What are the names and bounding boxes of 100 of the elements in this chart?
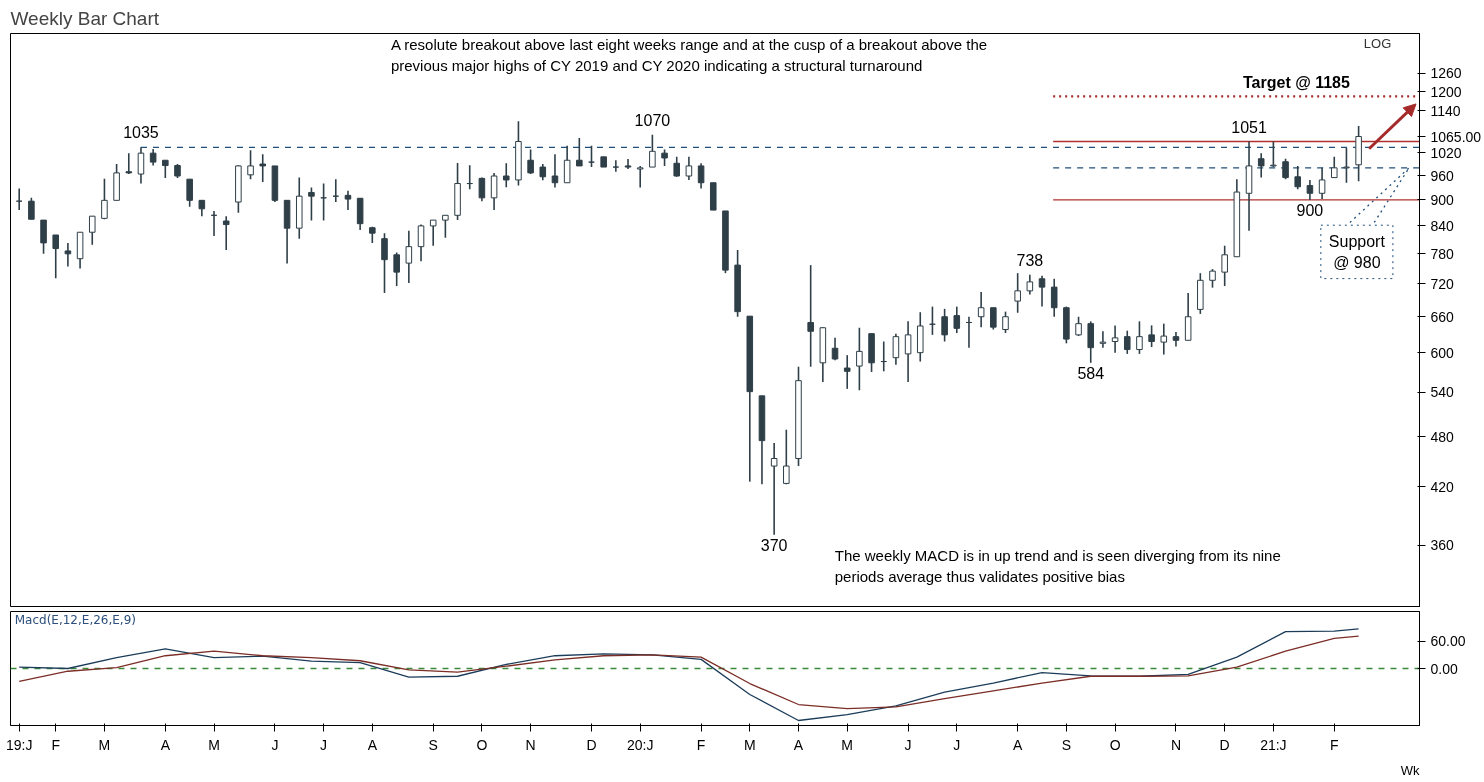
candlestick	[636, 165, 644, 189]
x-tick-label: F	[1329, 736, 1339, 753]
candlestick	[783, 428, 790, 486]
candlestick	[697, 162, 705, 190]
x-tick-label: O	[1109, 736, 1121, 753]
line-series	[18, 635, 1360, 710]
annotation: LOG	[1363, 36, 1392, 52]
candlestick	[649, 133, 656, 168]
annotation: 584	[1077, 364, 1105, 382]
candlestick	[1270, 140, 1277, 168]
candlestick	[1123, 329, 1131, 355]
x-tick-label: O	[476, 736, 488, 753]
x-tick-label: M	[208, 736, 220, 753]
candlestick	[429, 219, 437, 247]
candlestick	[64, 242, 72, 268]
candlestick	[381, 232, 388, 294]
candlestick	[1014, 272, 1021, 314]
candlestick	[1257, 152, 1265, 179]
chart-title: Weekly Bar Chart	[10, 7, 160, 29]
x-tick-label: F	[696, 736, 706, 753]
candlestick	[1221, 244, 1228, 287]
candlestick	[259, 153, 267, 183]
y-tick-label: 900	[1430, 191, 1455, 208]
candlestick	[1282, 157, 1289, 180]
candlestick	[88, 215, 96, 246]
candlestick	[612, 159, 620, 173]
candlestick	[673, 156, 681, 178]
x-tick-label: J	[320, 736, 328, 753]
candlestick	[393, 251, 400, 287]
x-tick-label: J	[953, 736, 961, 753]
candlestick	[807, 264, 814, 368]
line-series	[18, 628, 1360, 722]
candlestick	[1148, 324, 1155, 348]
x-tick-label: 20:J	[626, 736, 654, 753]
candlestick	[1099, 330, 1107, 349]
x-tick-label: A	[1013, 736, 1024, 753]
y-tick-label: 840	[1430, 217, 1455, 234]
candlestick	[1038, 274, 1046, 308]
candlestick	[941, 308, 948, 343]
x-tick-label: J	[271, 736, 279, 753]
candlestick	[28, 197, 35, 221]
candlestick	[551, 153, 559, 189]
x-tick-label: A	[367, 736, 378, 753]
candlestick	[685, 156, 693, 181]
candlestick	[892, 332, 900, 366]
x-tick-label: A	[160, 736, 171, 753]
y-tick-label: 1260	[1430, 65, 1462, 82]
candlestick	[442, 214, 449, 239]
y-tick-label: 780	[1430, 245, 1455, 262]
candlestick	[344, 190, 352, 211]
chart-title: Macd(E,12,E,26,E,9)	[14, 613, 137, 628]
candlestick	[770, 442, 778, 536]
x-tick-label: 21:J	[1260, 736, 1287, 753]
x-axis-title: Wk	[1400, 762, 1420, 778]
annotation: 1051	[1231, 118, 1267, 136]
candlestick	[977, 291, 985, 328]
candlestick	[576, 137, 583, 167]
ref-line-label: Target @ 1185	[1243, 74, 1351, 92]
y-tick-label: 540	[1430, 384, 1455, 401]
y-tick-label: 420	[1430, 478, 1455, 495]
y-tick-label: 360	[1430, 537, 1455, 554]
candlestick	[1209, 268, 1216, 289]
x-tick-label: J	[904, 736, 912, 753]
x-tick-label: N	[1170, 736, 1182, 753]
candlestick	[1002, 310, 1009, 334]
annotation: The weekly MACD is in up trend and is seen diverging from its nine periods average thus validates positive bias	[834, 547, 1281, 585]
annotation: 900	[1296, 201, 1324, 219]
candlestick	[527, 148, 534, 175]
candlestick	[1050, 277, 1058, 318]
candlestick	[405, 230, 413, 284]
ref-line-label: Support @ 980	[1328, 233, 1386, 271]
y-tick-label: 60.00	[1430, 633, 1466, 650]
x-tick-label: S	[428, 736, 438, 753]
x-tick-label: S	[1061, 736, 1072, 753]
candlestick	[222, 215, 230, 251]
annotation: 1035	[123, 124, 159, 142]
candlestick	[40, 219, 47, 255]
y-tick-label: 960	[1430, 167, 1455, 184]
x-tick-label: A	[793, 736, 804, 753]
candlestick	[52, 234, 60, 280]
x-tick-label: M	[743, 736, 756, 753]
x-tick-label: F	[51, 736, 61, 753]
y-tick-label: 1020	[1430, 144, 1462, 161]
candlestick	[1330, 156, 1338, 179]
candlestick	[247, 149, 254, 180]
candlestick	[1343, 147, 1350, 184]
candlestick	[137, 146, 145, 185]
y-tick-label: 1140	[1430, 102, 1461, 119]
candlestick	[502, 162, 510, 188]
x-tick-label: M	[841, 736, 854, 753]
candlestick	[1026, 273, 1034, 296]
y-tick-label: 480	[1430, 428, 1455, 445]
candlestick	[1294, 165, 1302, 190]
x-tick-label: D	[586, 736, 597, 753]
candlestick	[101, 177, 108, 221]
x-tick-label: 19:J	[5, 736, 33, 753]
candlestick	[1087, 320, 1095, 364]
y-tick-label: 660	[1430, 308, 1455, 325]
candlestick	[588, 145, 595, 168]
annotation: 738	[1016, 251, 1044, 269]
